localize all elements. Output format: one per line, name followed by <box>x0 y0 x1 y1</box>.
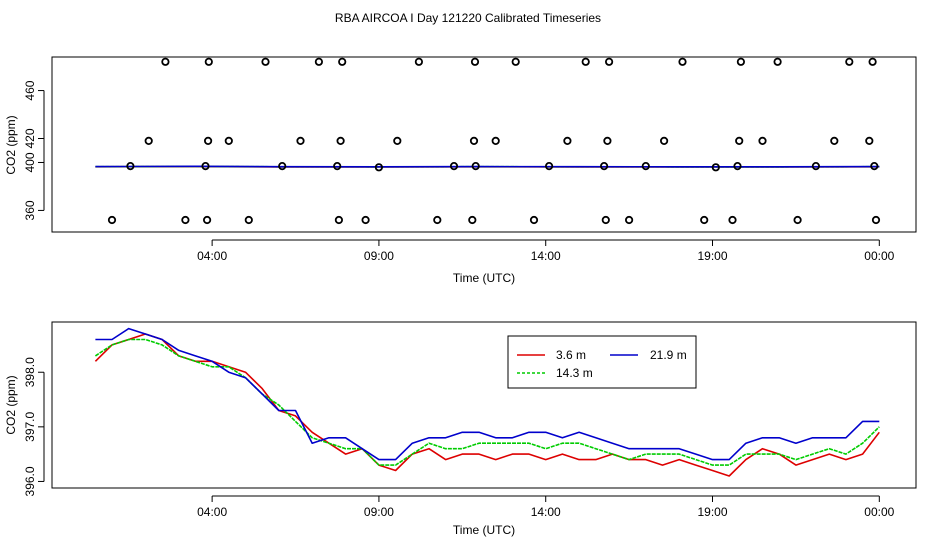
calibration-point <box>564 138 570 144</box>
x-tick-label: 00:00 <box>864 249 894 263</box>
calibration-point <box>869 59 875 65</box>
calibration-point <box>471 138 477 144</box>
calibration-point <box>701 217 707 223</box>
legend-label-21-9m: 21.9 m <box>650 348 687 362</box>
x-tick-label: 19:00 <box>697 249 727 263</box>
bottom-plot-frame <box>52 322 916 488</box>
top-calibration-points <box>109 59 879 224</box>
calibration-point <box>831 138 837 144</box>
calibration-point <box>604 138 610 144</box>
calibration-point <box>583 59 589 65</box>
y-tick-label: 397.0 <box>23 412 37 442</box>
y-tick-label: 460 <box>23 80 37 100</box>
top-x-ticks: 04:00 09:00 14:00 19:00 00:00 <box>197 240 895 263</box>
calibration-point <box>469 217 475 223</box>
legend-label-3-6m: 3.6 m <box>556 348 586 362</box>
calibration-point <box>873 217 879 223</box>
calibration-point <box>262 59 268 65</box>
calibration-point <box>626 217 632 223</box>
calibration-point <box>513 59 519 65</box>
calibration-point <box>316 59 322 65</box>
calibration-point <box>339 59 345 65</box>
calibration-point <box>146 138 152 144</box>
calibration-point <box>661 138 667 144</box>
calibration-point <box>774 59 780 65</box>
calibration-point <box>182 217 188 223</box>
y-tick-label: 400 <box>23 152 37 172</box>
y-tick-label: 396.0 <box>23 466 37 496</box>
top-x-axis-label: Time (UTC) <box>453 271 515 285</box>
calibration-point <box>337 138 343 144</box>
x-tick-label: 14:00 <box>531 249 561 263</box>
y-tick-label: 420 <box>23 128 37 148</box>
top-y-ticks: 360 400 420 460 <box>23 80 44 220</box>
legend-label-14-3m: 14.3 m <box>556 366 593 380</box>
x-tick-label: 04:00 <box>197 505 227 519</box>
calibration-point <box>226 138 232 144</box>
x-tick-label: 14:00 <box>531 505 561 519</box>
legend: 3.6 m 21.9 m 14.3 m <box>508 336 696 388</box>
legend-box <box>508 336 696 388</box>
calibration-point <box>759 138 765 144</box>
bottom-y-ticks: 396.0 397.0 398.0 <box>23 357 44 497</box>
calibration-point <box>297 138 303 144</box>
bottom-panel: Time (UTC) CO2 (ppm) 04:00 09:00 14:00 19:0… <box>4 322 916 537</box>
top-y-axis-label: CO2 (ppm) <box>4 115 18 174</box>
series-line-21-9-m <box>95 329 879 460</box>
series-line-14-3-m <box>95 340 879 466</box>
bottom-series-lines <box>95 329 879 476</box>
chart-title: RBA AIRCOA I Day 121220 Calibrated Times… <box>335 11 601 25</box>
top-series-lines <box>95 166 879 167</box>
calibration-point <box>336 217 342 223</box>
y-tick-label: 360 <box>23 200 37 220</box>
calibration-point <box>246 217 252 223</box>
calibration-point <box>736 138 742 144</box>
calibration-point <box>362 217 368 223</box>
calibration-point <box>394 138 400 144</box>
calibration-point <box>679 59 685 65</box>
x-tick-label: 04:00 <box>197 249 227 263</box>
calibration-point <box>472 59 478 65</box>
calibration-point <box>729 217 735 223</box>
y-tick-label: 398.0 <box>23 357 37 387</box>
calibration-point <box>416 59 422 65</box>
calibration-point <box>846 59 852 65</box>
top-plot-frame <box>52 57 916 232</box>
calibration-point <box>109 217 115 223</box>
x-tick-label: 09:00 <box>364 249 394 263</box>
calibration-point <box>738 59 744 65</box>
x-tick-label: 00:00 <box>864 505 894 519</box>
calibration-point <box>606 59 612 65</box>
calibration-point <box>603 217 609 223</box>
calibration-point <box>866 138 872 144</box>
x-tick-label: 09:00 <box>364 505 394 519</box>
series-line-21-9-m <box>95 166 879 167</box>
calibration-point <box>205 138 211 144</box>
calibration-point <box>794 217 800 223</box>
calibration-point <box>162 59 168 65</box>
bottom-y-axis-label: CO2 (ppm) <box>4 375 18 434</box>
calibration-point <box>206 59 212 65</box>
x-tick-label: 19:00 <box>697 505 727 519</box>
calibration-point <box>204 217 210 223</box>
bottom-x-ticks: 04:00 09:00 14:00 19:00 00:00 <box>197 496 895 519</box>
top-panel: Time (UTC) CO2 (ppm) 04:00 09:00 14:00 19:0… <box>4 57 916 285</box>
calibration-point <box>434 217 440 223</box>
calibration-point <box>531 217 537 223</box>
calibration-point <box>493 138 499 144</box>
bottom-x-axis-label: Time (UTC) <box>453 523 515 537</box>
